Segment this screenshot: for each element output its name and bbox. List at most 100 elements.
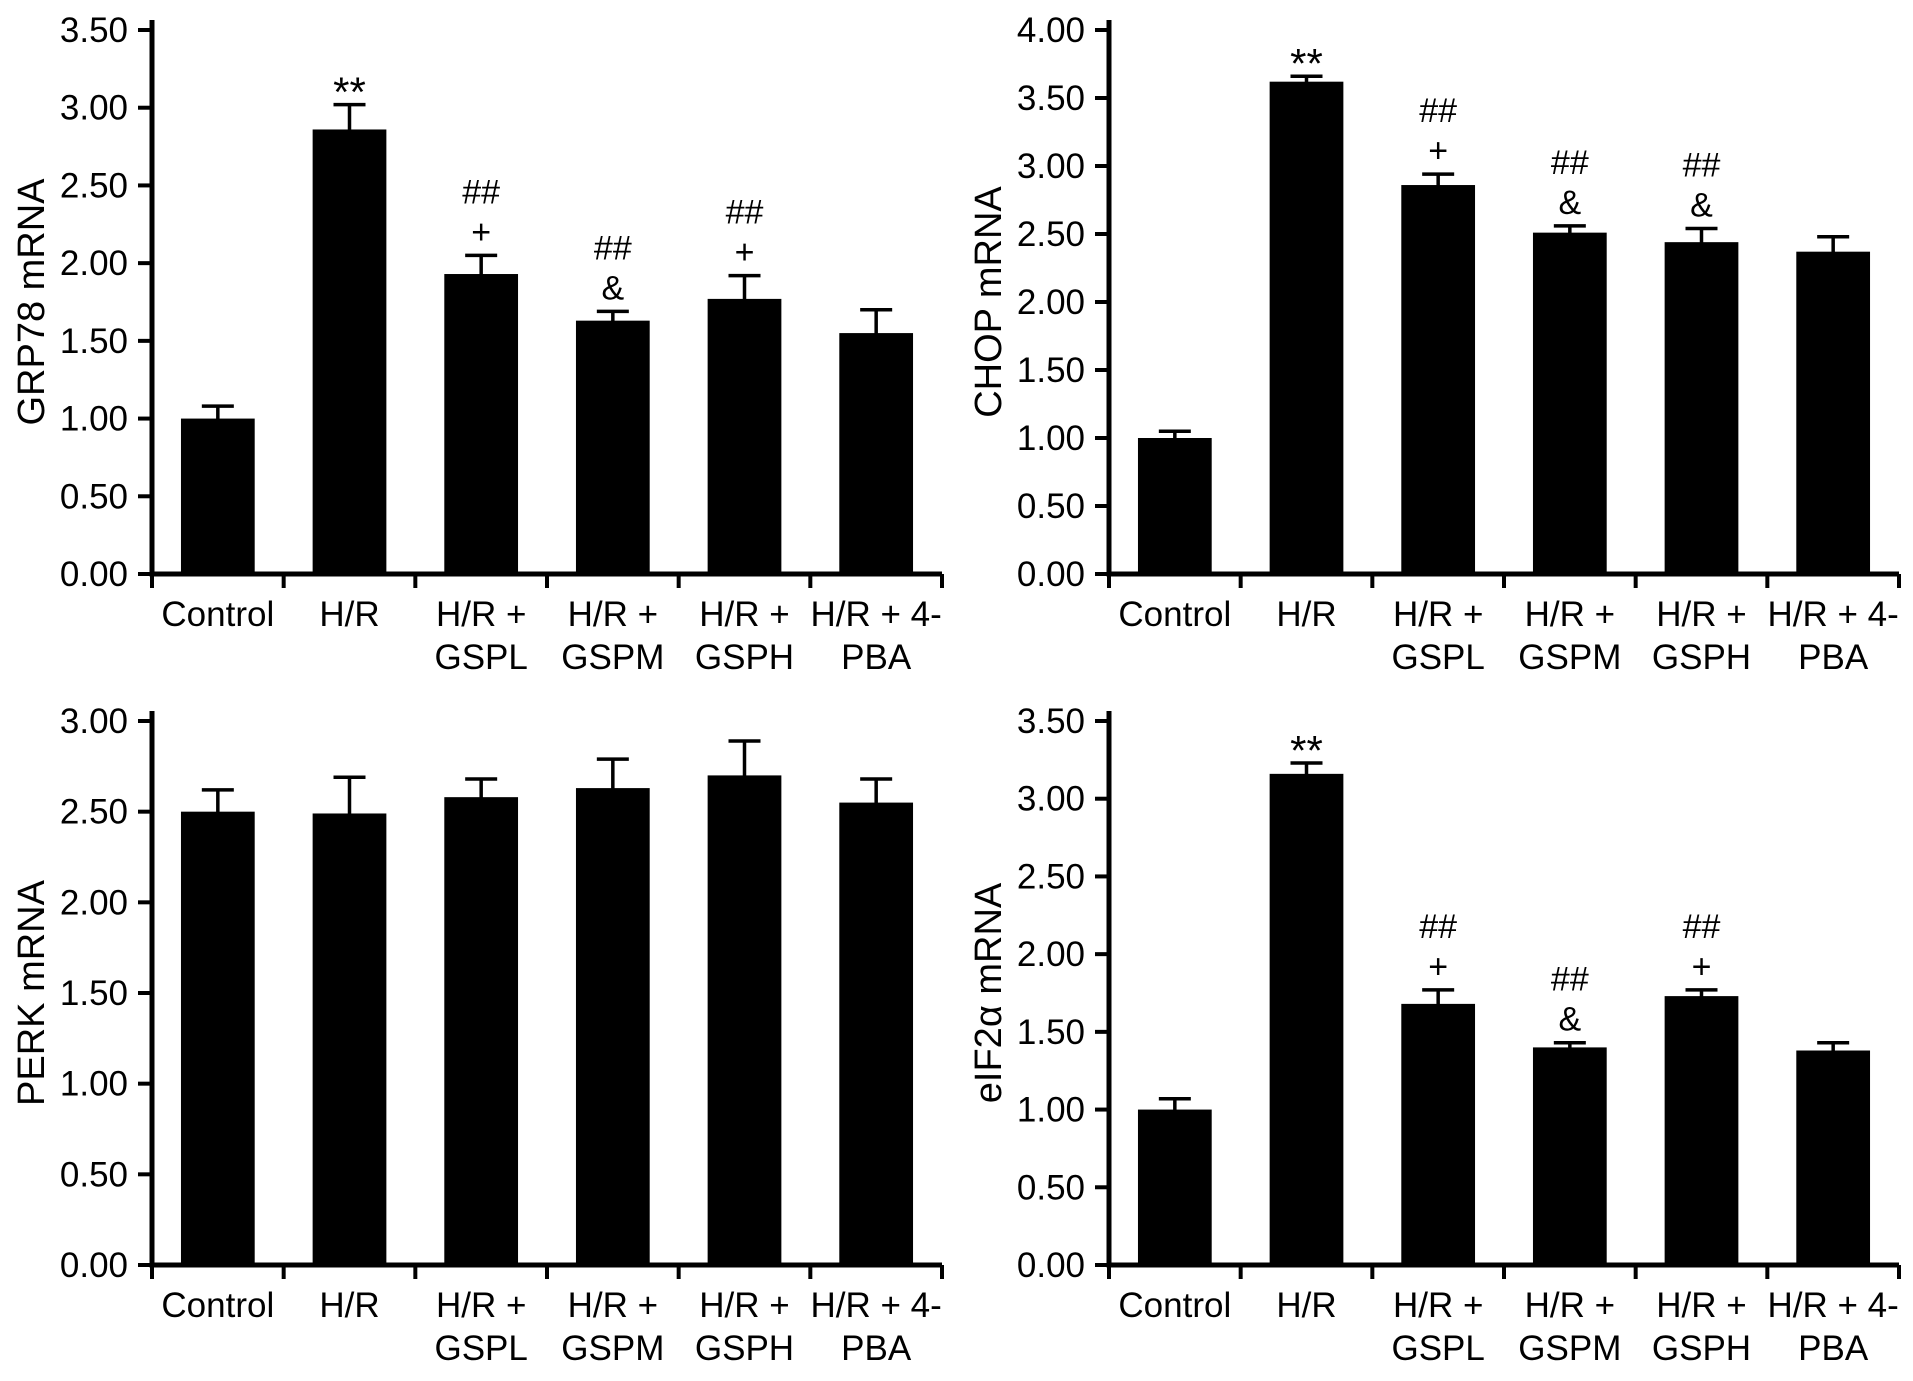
error-bar-h-r-4-pba <box>860 776 893 806</box>
significance-annotation: ## <box>1682 147 1720 185</box>
y-tick-label: 1.50 <box>60 322 128 361</box>
bar-h-r-gspm <box>1532 1046 1607 1265</box>
y-tick-label: 0.50 <box>1016 1168 1084 1207</box>
category-label: GSPM <box>561 638 664 677</box>
bar-group-h-r-gsph: ##+ H/R + GSPH <box>695 194 794 677</box>
bar-group-h-r: ** H/R <box>312 69 387 634</box>
bar-h-r-gsph <box>707 774 782 1265</box>
significance-annotation: + <box>1428 947 1448 985</box>
bar-h-r-gsph <box>1664 995 1738 1265</box>
error-bar-h-r-4-pba <box>1816 1040 1849 1054</box>
y-tick-label: 2.00 <box>1016 935 1084 974</box>
y-ticks: 0.00 0.50 1.00 1.50 2.00 2.50 3.00 <box>60 702 152 1285</box>
category-label: PBA <box>841 1329 912 1368</box>
error-bar-control <box>1158 1096 1191 1113</box>
significance-annotation: ## <box>1550 960 1588 998</box>
significance-annotation: ## <box>1550 144 1588 182</box>
category-label: PBA <box>841 638 912 677</box>
y-axis-title: GRP78 mRNA <box>11 178 53 426</box>
category-label: PBA <box>1798 638 1869 677</box>
significance-annotation: & <box>1558 184 1581 222</box>
bar-group-h-r: H/R <box>312 774 387 1325</box>
y-tick-label: 3.50 <box>1016 79 1084 118</box>
error-bar-h-r-gsph <box>1685 987 1717 999</box>
chart-cell-eif2a: eIF2α mRNA 0.00 0.50 1.00 1.50 2.00 2.50 3.00 3.… <box>957 691 1913 1381</box>
error-bar-h-r <box>1290 74 1322 85</box>
category-label: H/R + 4- <box>1767 1286 1898 1325</box>
error-bar-h-r-gspm <box>1553 224 1586 236</box>
chart-perk-bar-chart: PERK mRNA 0.00 0.50 1.00 1.50 2.00 2.50 3.00 Con… <box>11 702 944 1368</box>
error-bar-h-r-gspm <box>596 309 629 324</box>
chart-chop-bar-chart: CHOP mRNA 0.00 0.50 1.00 1.50 2.00 2.50 3.00 3.5… <box>968 11 1901 677</box>
category-label: H/R + <box>568 595 658 634</box>
category-label: H/R <box>319 1286 379 1325</box>
category-label: GSPH <box>1651 1329 1750 1368</box>
bar-h-r-gsph <box>707 298 782 574</box>
category-label: GSPM <box>561 1329 664 1368</box>
bar-h-r-gspm <box>575 320 650 574</box>
category-label: GSPH <box>695 1329 794 1368</box>
y-tick-label: 1.00 <box>60 1064 128 1103</box>
bar-group-h-r: ** H/R <box>1269 726 1343 1325</box>
y-tick-label: 1.00 <box>1016 1090 1084 1129</box>
y-tick-label: 0.00 <box>60 1246 128 1285</box>
category-label: H/R + 4- <box>811 1286 942 1325</box>
chart-grp78-bar-chart: GRP78 mRNA 0.00 0.50 1.00 1.50 2.00 2.50 3.00 3.… <box>11 11 944 677</box>
error-bar-h-r-gsph <box>728 738 761 778</box>
category-label: H/R + <box>1656 595 1746 634</box>
significance-annotation: ** <box>1290 726 1323 773</box>
category-label: Control <box>161 595 274 634</box>
error-bar-h-r <box>333 102 366 133</box>
bar-h-r-4-pba <box>839 333 914 574</box>
y-ticks: 0.00 0.50 1.00 1.50 2.00 2.50 3.00 3.50 <box>60 11 152 594</box>
chart-cell-chop: CHOP mRNA 0.00 0.50 1.00 1.50 2.00 2.50 3.00 3.5… <box>957 0 1913 690</box>
y-tick-label: 1.50 <box>1016 351 1084 390</box>
significance-annotation: ## <box>1419 92 1457 130</box>
bar-group-h-r-gsph: ##+ H/R + GSPH <box>1651 907 1750 1367</box>
y-tick-label: 2.50 <box>1016 857 1084 896</box>
significance-annotation: + <box>735 234 755 272</box>
category-label: H/R + <box>1656 1286 1746 1325</box>
significance-annotation: + <box>471 213 491 251</box>
bar-h-r-gspl <box>444 274 519 574</box>
significance-annotation: + <box>1691 947 1711 985</box>
significance-annotation: ## <box>594 229 632 267</box>
error-bar-control <box>201 404 234 422</box>
bar-h-r-gspm <box>575 787 650 1265</box>
category-label: H/R + <box>699 1286 789 1325</box>
category-label: GSPL <box>1391 1329 1484 1368</box>
error-bar-control <box>201 787 234 815</box>
category-label: H/R + <box>1392 1286 1482 1325</box>
y-axis-title: PERK mRNA <box>11 879 53 1106</box>
y-tick-label: 2.50 <box>60 166 128 205</box>
bar-group-h-r-4-pba: H/R + 4- PBA <box>1767 1040 1898 1368</box>
category-label: Control <box>161 1286 274 1325</box>
category-label: H/R + <box>1392 595 1482 634</box>
bar-group-h-r-gspl: H/R + GSPL <box>434 776 528 1368</box>
bar-h-r-gspl <box>1400 185 1475 575</box>
bar-group-h-r-4-pba: H/R + 4- PBA <box>1767 234 1898 677</box>
bar-group-h-r-gspm: H/R + GSPM <box>561 756 664 1368</box>
significance-annotation: + <box>1428 132 1448 170</box>
x-ticks <box>150 1264 944 1279</box>
bar-group-h-r-4-pba: H/R + 4- PBA <box>811 308 942 677</box>
y-tick-label: 3.00 <box>60 702 128 741</box>
error-bar-control <box>1158 429 1191 441</box>
y-tick-label: 2.00 <box>60 244 128 283</box>
bar-group-h-r-gspl: ##+ H/R + GSPL <box>434 173 527 677</box>
y-tick-label: 0.00 <box>60 555 128 594</box>
category-label: H/R + <box>1524 1286 1614 1325</box>
bar-h-r-gspm <box>1532 232 1607 574</box>
x-ticks <box>1106 1264 1901 1279</box>
category-label: H/R + 4- <box>1767 595 1898 634</box>
bar-control <box>180 418 255 574</box>
category-label: GSPH <box>1651 638 1750 677</box>
category-label: Control <box>1118 595 1231 634</box>
y-tick-label: 3.50 <box>1016 702 1084 741</box>
category-label: H/R + <box>699 595 789 634</box>
category-label: H/R <box>319 595 379 634</box>
error-bar-h-r-4-pba <box>1816 234 1849 255</box>
category-label: H/R <box>1276 1286 1336 1325</box>
category-label: GSPL <box>434 1329 527 1368</box>
